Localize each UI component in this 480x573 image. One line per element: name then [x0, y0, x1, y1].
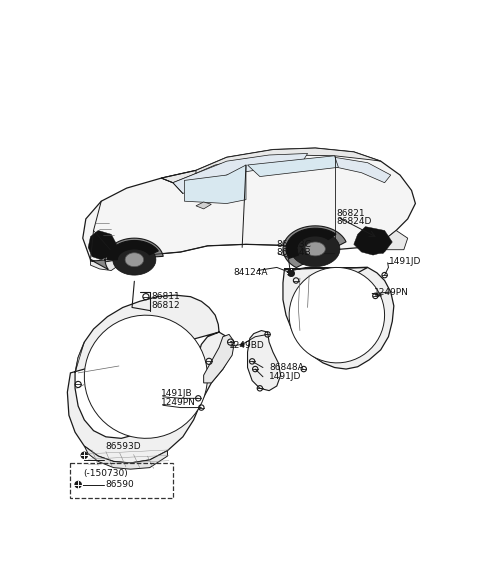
Text: 86823C: 86823C [277, 240, 312, 249]
Polygon shape [173, 154, 308, 194]
Text: 86824B: 86824B [277, 248, 312, 257]
Polygon shape [108, 241, 158, 260]
Text: 1249BD: 1249BD [229, 342, 265, 351]
Polygon shape [248, 331, 281, 391]
Polygon shape [204, 335, 234, 383]
Text: 1491JB: 1491JB [161, 389, 193, 398]
Polygon shape [305, 242, 325, 256]
Polygon shape [335, 158, 391, 183]
Text: 86590: 86590 [106, 480, 134, 489]
Text: 1491JD: 1491JD [389, 257, 421, 266]
Circle shape [288, 270, 294, 276]
Polygon shape [90, 238, 163, 269]
Text: 86811: 86811 [151, 292, 180, 301]
Polygon shape [75, 342, 84, 373]
Polygon shape [125, 253, 144, 266]
Text: 1249PN: 1249PN [374, 288, 408, 297]
Polygon shape [88, 230, 117, 260]
Polygon shape [84, 446, 168, 469]
Polygon shape [289, 268, 384, 363]
Text: 84124A: 84124A [234, 268, 268, 277]
Polygon shape [360, 230, 388, 254]
Polygon shape [184, 165, 246, 203]
Polygon shape [196, 202, 211, 209]
Polygon shape [283, 268, 394, 369]
Text: 86821: 86821 [337, 209, 365, 218]
Polygon shape [291, 231, 340, 266]
Text: 1249PN: 1249PN [161, 398, 196, 407]
Circle shape [75, 481, 81, 488]
Polygon shape [283, 226, 346, 268]
Text: 1491JD: 1491JD [269, 372, 301, 381]
Polygon shape [286, 228, 336, 258]
Polygon shape [113, 244, 156, 275]
Polygon shape [90, 260, 119, 270]
Text: (-150730): (-150730) [83, 469, 128, 478]
Polygon shape [248, 156, 338, 176]
Text: 86593D: 86593D [106, 442, 142, 450]
Polygon shape [83, 148, 415, 263]
Text: 86848A: 86848A [269, 363, 304, 372]
Polygon shape [161, 148, 381, 183]
Polygon shape [84, 315, 207, 438]
Text: 86812: 86812 [151, 301, 180, 309]
Circle shape [81, 452, 87, 458]
Polygon shape [354, 226, 392, 255]
Polygon shape [67, 295, 232, 463]
Text: 86824D: 86824D [337, 217, 372, 226]
Bar [71, 463, 173, 497]
Polygon shape [377, 230, 408, 250]
